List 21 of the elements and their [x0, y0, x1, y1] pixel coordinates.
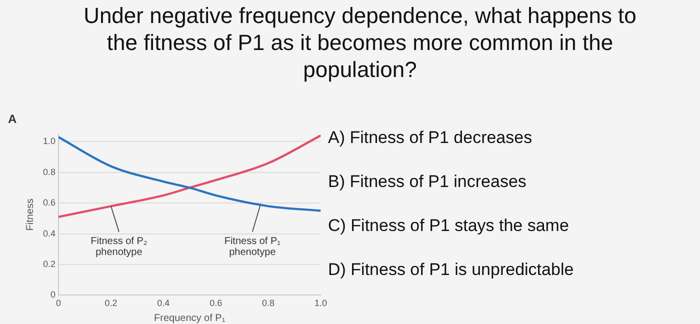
y-tick-label: 0 [50, 290, 56, 300]
annotation: Fitness of P₁ phenotype [224, 236, 282, 258]
x-tick-label: 1.0 [314, 298, 327, 308]
x-tick-label: 0.2 [104, 298, 118, 308]
x-tick-label: 0.8 [262, 298, 275, 308]
x-axis-title: Frequency of P₁ [154, 312, 226, 324]
y-tick-label: 0.6 [42, 198, 56, 208]
x-tick-label: 0.6 [210, 298, 222, 308]
text: A) Fitness of P1 decreases [328, 128, 534, 149]
text: D) Fitness of P1 is unpredictable [328, 260, 574, 281]
y-tick-label: 0.8 [42, 166, 56, 177]
x-tick-label: 0.4 [157, 298, 170, 308]
annotation: Fitness of P₂ phenotype [90, 236, 148, 258]
y-tick-label: 0.4 [42, 228, 56, 238]
text: A [8, 112, 17, 126]
text: B) Fitness of P1 increases [328, 172, 528, 193]
text: C) Fitness of P1 stays the same [328, 216, 570, 237]
y-tick-label: 0.2 [42, 258, 56, 269]
chart-title: Under negative frequency dependence, what happens to the fitness of P1 as it becomes more common in the population? [82, 2, 638, 83]
y-axis-title: Fitness [24, 198, 36, 231]
y-tick-label: 1.0 [42, 136, 56, 146]
